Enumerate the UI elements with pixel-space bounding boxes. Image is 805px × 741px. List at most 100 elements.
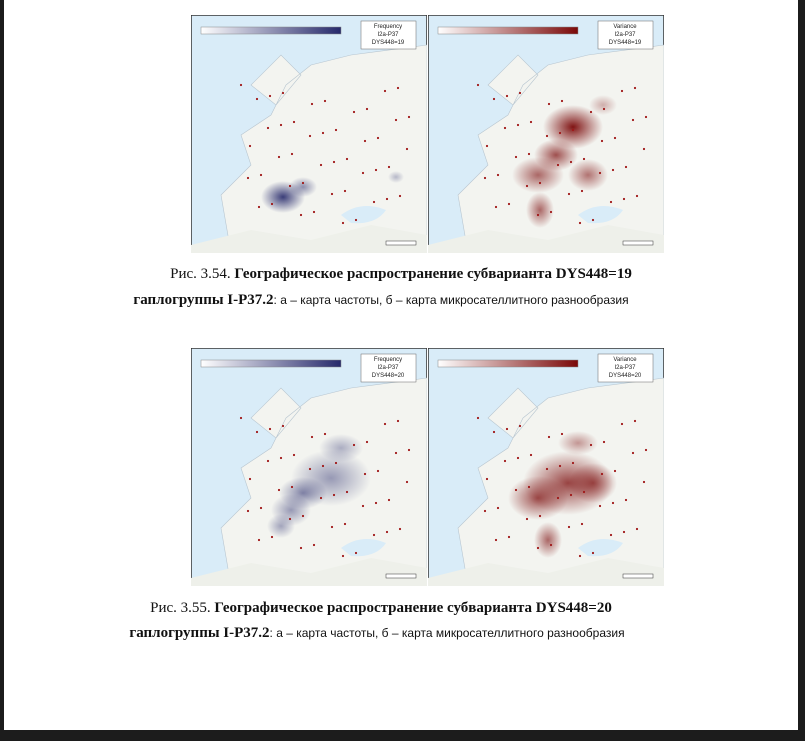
sample-dot	[635, 194, 639, 198]
sample-dot	[387, 498, 391, 502]
legend-box	[597, 353, 654, 383]
sample-dot	[407, 448, 411, 452]
sample-dot	[246, 176, 250, 180]
scale-bar	[385, 240, 417, 246]
sample-dot	[319, 163, 323, 167]
sample-dot	[549, 210, 553, 214]
sample-dot	[394, 451, 398, 455]
density-blob	[512, 157, 564, 193]
legend-text: DYS448=20	[609, 373, 642, 379]
sample-dot	[334, 128, 338, 132]
sample-dot	[600, 139, 604, 143]
sample-dot	[372, 200, 376, 204]
legend-text: I2a-P37	[377, 32, 399, 38]
sample-dot	[545, 134, 549, 138]
sample-dot	[496, 173, 500, 177]
sample-dot	[310, 435, 314, 439]
sample-dot	[598, 504, 602, 508]
sample-dot	[246, 509, 250, 513]
caption-line: гаплогруппы I-P37.2: а – карта частоты, …	[0, 292, 778, 309]
sample-dot	[613, 136, 617, 140]
sample-dot	[525, 517, 529, 521]
sample-dot	[255, 430, 259, 434]
land	[191, 225, 427, 253]
land	[428, 225, 664, 253]
sample-dot	[582, 157, 586, 161]
sample-dot	[571, 128, 575, 132]
sample-dot	[578, 221, 582, 225]
sample-dot	[558, 131, 562, 135]
sample-dot	[279, 123, 283, 127]
sample-dot	[505, 94, 509, 98]
sample-dot	[496, 506, 500, 510]
sample-dot	[341, 221, 345, 225]
legend-text: Variance	[613, 24, 637, 30]
sample-dot	[582, 490, 586, 494]
sample-dot	[312, 543, 316, 547]
sample-dot	[288, 184, 292, 188]
sample-dot	[277, 488, 281, 492]
legend-text: DYS448=19	[609, 40, 642, 46]
legend-bar	[437, 359, 579, 368]
figure-number: Рис. 3.54.	[170, 266, 231, 282]
land	[191, 558, 427, 586]
sample-dot	[613, 469, 617, 473]
sample-dot	[301, 514, 305, 518]
sample-dot	[239, 416, 243, 420]
sample-dot	[635, 527, 639, 531]
sample-dot	[259, 173, 263, 177]
sample-dot	[558, 464, 562, 468]
density-blob	[319, 434, 363, 462]
sample-dot	[308, 467, 312, 471]
sample-dot	[292, 453, 296, 457]
sample-dot	[396, 419, 400, 423]
sample-dot	[527, 152, 531, 156]
sample-dot	[334, 461, 338, 465]
sample-dot	[363, 472, 367, 476]
sample-dot	[310, 102, 314, 106]
sample-dot	[281, 424, 285, 428]
legend-text: I2a-P37	[377, 365, 399, 371]
sea	[578, 539, 623, 557]
sample-dot	[485, 144, 489, 148]
sample-dot	[644, 115, 648, 119]
figure-title: Географическое распространение субвариан…	[214, 600, 612, 616]
scale-bar	[622, 573, 654, 579]
sample-dot	[536, 546, 540, 550]
legend-text: DYS448=20	[372, 373, 405, 379]
sample-dot	[354, 218, 358, 222]
sample-dot	[609, 533, 613, 537]
sample-dot	[560, 99, 564, 103]
sample-dot	[567, 525, 571, 529]
sample-dot	[580, 522, 584, 526]
sample-dot	[591, 551, 595, 555]
sample-dot	[569, 160, 573, 164]
sample-dot	[492, 430, 496, 434]
sample-dot	[476, 83, 480, 87]
map: Frequency I2a-P37 DYS448=19	[191, 15, 427, 253]
sample-dot	[281, 91, 285, 95]
legend-text: I2a-P37	[614, 365, 636, 371]
sample-dot	[376, 136, 380, 140]
sample-dot	[308, 134, 312, 138]
sample-dot	[248, 477, 252, 481]
sample-dot	[483, 509, 487, 513]
sample-dot	[529, 453, 533, 457]
legend-text: DYS448=19	[372, 40, 405, 46]
sample-dot	[270, 535, 274, 539]
sample-dot	[483, 176, 487, 180]
sample-dot	[494, 205, 498, 209]
sample-dot	[527, 485, 531, 489]
sample-dot	[620, 422, 624, 426]
sample-dot	[476, 416, 480, 420]
sample-dot	[529, 120, 533, 124]
sample-dot	[323, 99, 327, 103]
document-page: Рис. 3.54. Географическое распространени…	[4, 0, 798, 730]
sample-dot	[633, 419, 637, 423]
sample-dot	[270, 202, 274, 206]
legend-text: I2a-P37	[614, 32, 636, 38]
sample-dot	[266, 459, 270, 463]
sample-dot	[547, 102, 551, 106]
sample-dot	[602, 107, 606, 111]
sample-dot	[547, 435, 551, 439]
